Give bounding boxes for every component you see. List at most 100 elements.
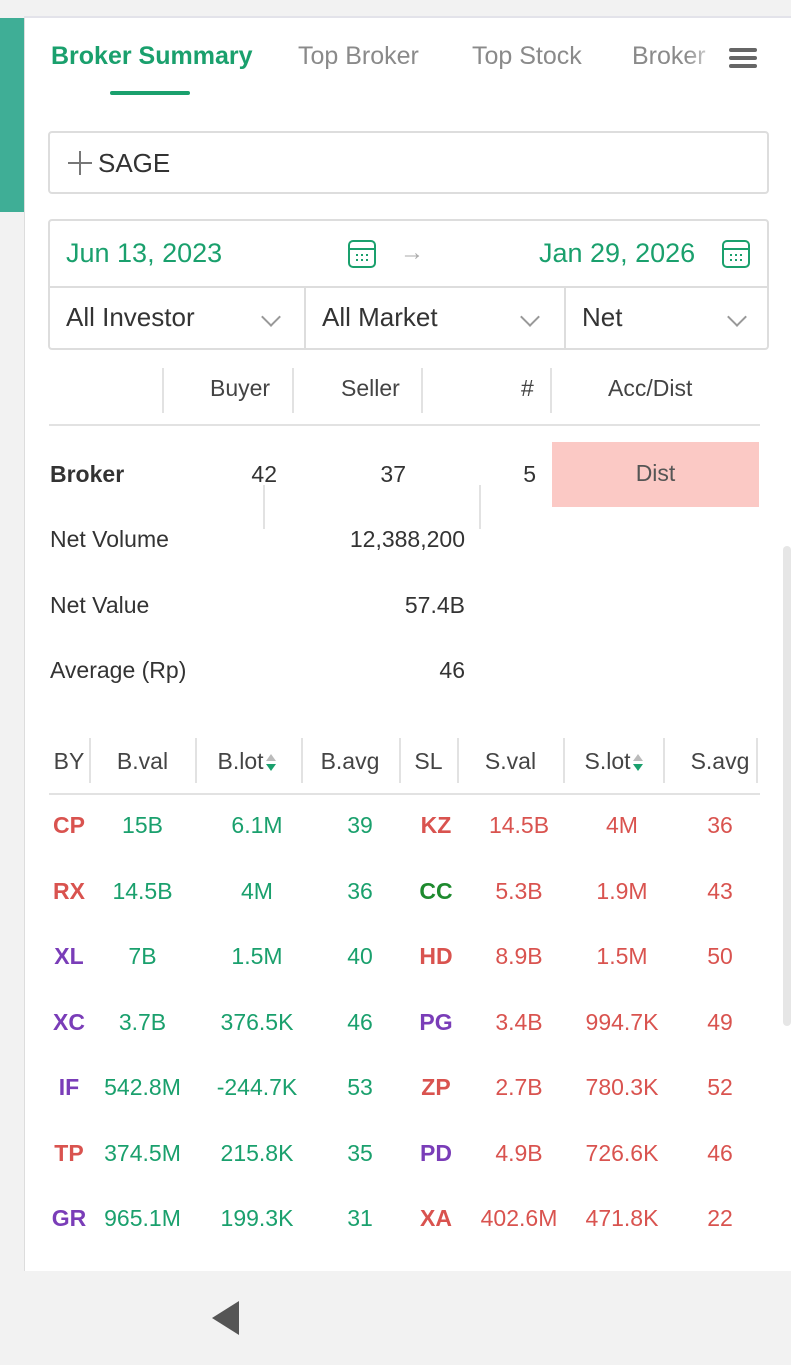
column-divider [399, 738, 401, 783]
column-divider [550, 368, 552, 413]
header-buyer: Buyer [210, 375, 271, 401]
filter-box: Jun 13, 2023 → Jan 29, 2026 All Investor… [48, 219, 769, 350]
cell-blot: 6.1M [231, 812, 283, 838]
cell-savg: 52 [707, 1074, 733, 1100]
cell-sl[interactable]: HD [419, 943, 453, 969]
tab-top-broker[interactable]: Top Broker [298, 42, 419, 70]
cell-by[interactable]: XL [54, 943, 84, 969]
cell-slot: 1.9M [596, 878, 648, 904]
col-header-by[interactable]: BY [53, 748, 85, 774]
stock-selector[interactable]: SAGE [48, 131, 769, 194]
cell-sl[interactable]: KZ [420, 812, 452, 838]
calendar-to-icon[interactable] [722, 240, 750, 268]
cell-bavg: 46 [347, 1009, 373, 1035]
col-header-slot[interactable]: S.lot [564, 748, 664, 775]
acc-dist-value: Dist [635, 460, 676, 486]
calendar-from-icon[interactable] [348, 240, 376, 268]
cell-blot: -244.7K [216, 1074, 298, 1100]
cell-bval: 15B [122, 812, 163, 838]
top-divider [24, 0, 791, 18]
diff-count: 5 [523, 461, 536, 487]
cell-sval: 3.4B [495, 1009, 543, 1035]
column-divider [89, 738, 91, 783]
col-header-sval[interactable]: S.val [484, 748, 537, 774]
column-divider [292, 368, 294, 413]
acc-dist-badge: Dist [552, 442, 759, 507]
date-to[interactable]: Jan 29, 2026 [539, 238, 696, 268]
cell-sl[interactable]: PD [420, 1140, 452, 1166]
system-nav-bar [0, 1271, 791, 1365]
summary-divider [49, 424, 760, 426]
chevron-down-icon [520, 307, 540, 327]
cell-sl[interactable]: PG [419, 1009, 453, 1035]
buyer-count: 42 [251, 461, 277, 487]
cell-slot: 471.8K [585, 1205, 659, 1231]
cell-by[interactable]: TP [54, 1140, 84, 1166]
column-divider [663, 738, 665, 783]
cell-sval: 14.5B [488, 812, 550, 838]
tab-bar: Broker Summary Top Broker Top Stock Brok… [25, 18, 791, 98]
tab-broker-summary[interactable]: Broker Summary [51, 42, 253, 70]
col-header-blot-label: B.lot [217, 748, 264, 774]
column-divider [756, 738, 758, 783]
cell-by[interactable]: GR [51, 1205, 87, 1231]
column-divider [195, 738, 197, 783]
header-count: # [521, 375, 534, 401]
cell-bval: 14.5B [112, 878, 173, 904]
scrollbar[interactable] [783, 546, 791, 1026]
filter-row: All Investor All Market Net [50, 286, 767, 350]
cell-sval: 402.6M [480, 1205, 558, 1231]
cell-by[interactable]: XC [53, 1009, 85, 1035]
cell-by[interactable]: IF [58, 1074, 80, 1100]
cell-sval: 4.9B [495, 1140, 543, 1166]
cell-bavg: 53 [347, 1074, 373, 1100]
cell-savg: 49 [707, 1009, 733, 1035]
cell-bavg: 31 [347, 1205, 373, 1231]
hamburger-menu-icon[interactable] [729, 48, 757, 68]
header-acc-dist: Acc/Dist [608, 375, 693, 401]
net-volume-label: Net Volume [50, 526, 169, 552]
cell-bval: 3.7B [118, 1009, 167, 1035]
cell-bval: 542.8M [104, 1074, 181, 1100]
cell-savg: 46 [707, 1140, 733, 1166]
date-from[interactable]: Jun 13, 2023 [66, 238, 223, 268]
table-header-divider [49, 793, 760, 795]
cell-by[interactable]: CP [53, 812, 85, 838]
cell-sl[interactable]: CC [419, 878, 453, 904]
arrow-right-icon: → [400, 239, 424, 266]
cell-sl[interactable]: XA [420, 1205, 452, 1231]
cell-slot: 4M [606, 812, 638, 838]
plus-icon [68, 151, 92, 175]
investor-select[interactable]: All Investor [50, 288, 306, 350]
column-divider [263, 485, 265, 529]
side-panel-edge [0, 18, 24, 212]
column-divider [479, 485, 481, 529]
col-header-bavg[interactable]: B.avg [320, 748, 380, 774]
col-header-savg[interactable]: S.avg [690, 748, 750, 774]
cell-blot: 376.5K [220, 1009, 294, 1035]
cell-by[interactable]: RX [53, 878, 85, 904]
cell-savg: 43 [707, 878, 733, 904]
cell-bval: 374.5M [104, 1140, 181, 1166]
tab-top-stock[interactable]: Top Stock [472, 42, 582, 70]
cell-slot: 726.6K [585, 1140, 659, 1166]
cell-bval: 965.1M [104, 1205, 181, 1231]
cell-bval: 7B [128, 943, 157, 969]
col-header-bval[interactable]: B.val [116, 748, 169, 774]
mode-select-label: Net [582, 302, 623, 332]
chevron-down-icon [261, 307, 281, 327]
mode-select[interactable]: Net [566, 288, 767, 350]
cell-sl[interactable]: ZP [421, 1074, 451, 1100]
cell-sval: 8.9B [495, 943, 543, 969]
col-header-sl[interactable]: SL [414, 748, 443, 774]
cell-blot: 4M [241, 878, 273, 904]
back-icon[interactable] [212, 1301, 239, 1335]
column-divider [457, 738, 459, 783]
broker-label: Broker [50, 461, 125, 487]
cell-blot: 1.5M [231, 943, 283, 969]
sort-icon[interactable] [632, 753, 644, 773]
column-divider [421, 368, 423, 413]
market-select[interactable]: All Market [306, 288, 566, 350]
sort-icon[interactable] [265, 753, 277, 773]
col-header-blot[interactable]: B.lot [196, 748, 298, 775]
